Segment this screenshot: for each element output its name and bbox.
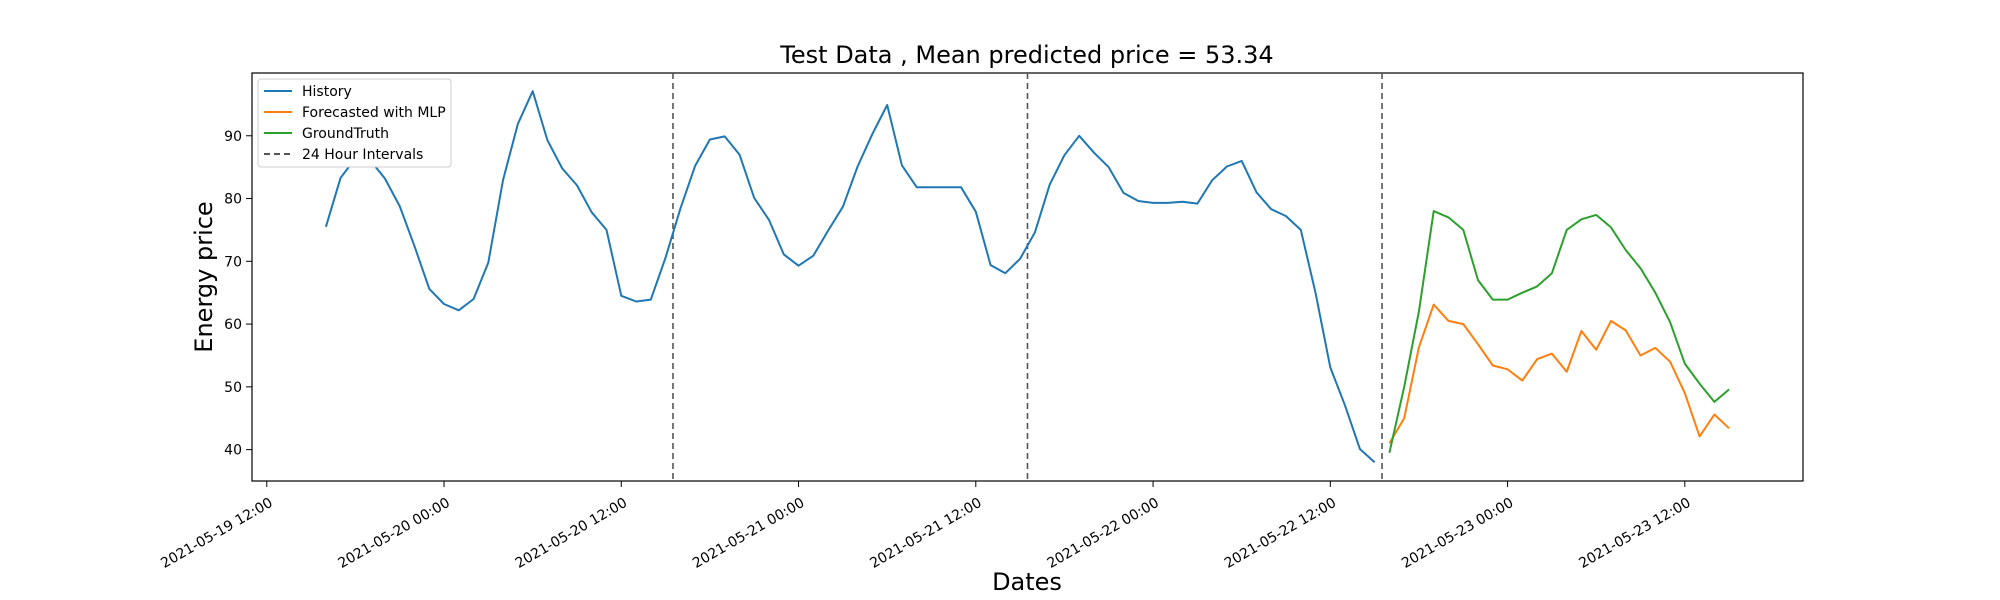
y-tick-label: 80: [224, 192, 242, 208]
y-tick-label: 60: [224, 317, 242, 333]
x-axis-label: Dates: [992, 568, 1062, 596]
x-tick-label: 2021-05-21 12:00: [867, 495, 984, 572]
x-tick-label: 2021-05-20 00:00: [336, 495, 453, 572]
series-line-2: [1388, 303, 1730, 444]
x-axis-ticks: 2021-05-19 12:00 2021-05-20 00:00 2021-05-…: [158, 481, 1694, 572]
series-line-3: [1388, 210, 1730, 454]
x-tick-label: 2021-05-22 12:00: [1222, 495, 1339, 572]
y-tick-label: 70: [224, 254, 242, 270]
y-axis-label: Energy price: [190, 201, 218, 352]
y-tick-label: 90: [224, 129, 242, 145]
x-tick-label: 2021-05-20 12:00: [513, 495, 630, 572]
x-tick-label: 2021-05-23 00:00: [1399, 495, 1516, 572]
legend-label: 24 Hour Intervals: [302, 147, 423, 163]
legend-box: [257, 78, 452, 168]
legend-label: History: [302, 84, 352, 100]
legend-label: GroundTruth: [302, 126, 389, 142]
x-tick-label: 2021-05-22 00:00: [1045, 495, 1162, 572]
series-line-1: [324, 90, 1376, 463]
interval-lines: [672, 73, 1383, 481]
x-tick-label: 2021-05-23 12:00: [1576, 495, 1693, 572]
legend: History Forecasted with MLP GroundTruth 24 …: [257, 78, 452, 168]
x-tick-label: 2021-05-21 00:00: [690, 495, 807, 572]
y-tick-label: 40: [224, 443, 242, 459]
y-axis-ticks: 40 50 60 70 80 90: [224, 129, 252, 459]
series-lines: [324, 90, 1730, 463]
x-tick-label: 2021-05-19 12:00: [158, 495, 275, 572]
y-tick-label: 50: [224, 380, 242, 396]
chart-title: Test Data , Mean predicted price = 53.34: [779, 41, 1273, 69]
legend-label: Forecasted with MLP: [302, 105, 446, 121]
